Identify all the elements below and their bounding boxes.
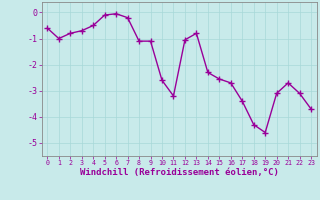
X-axis label: Windchill (Refroidissement éolien,°C): Windchill (Refroidissement éolien,°C) [80,168,279,177]
